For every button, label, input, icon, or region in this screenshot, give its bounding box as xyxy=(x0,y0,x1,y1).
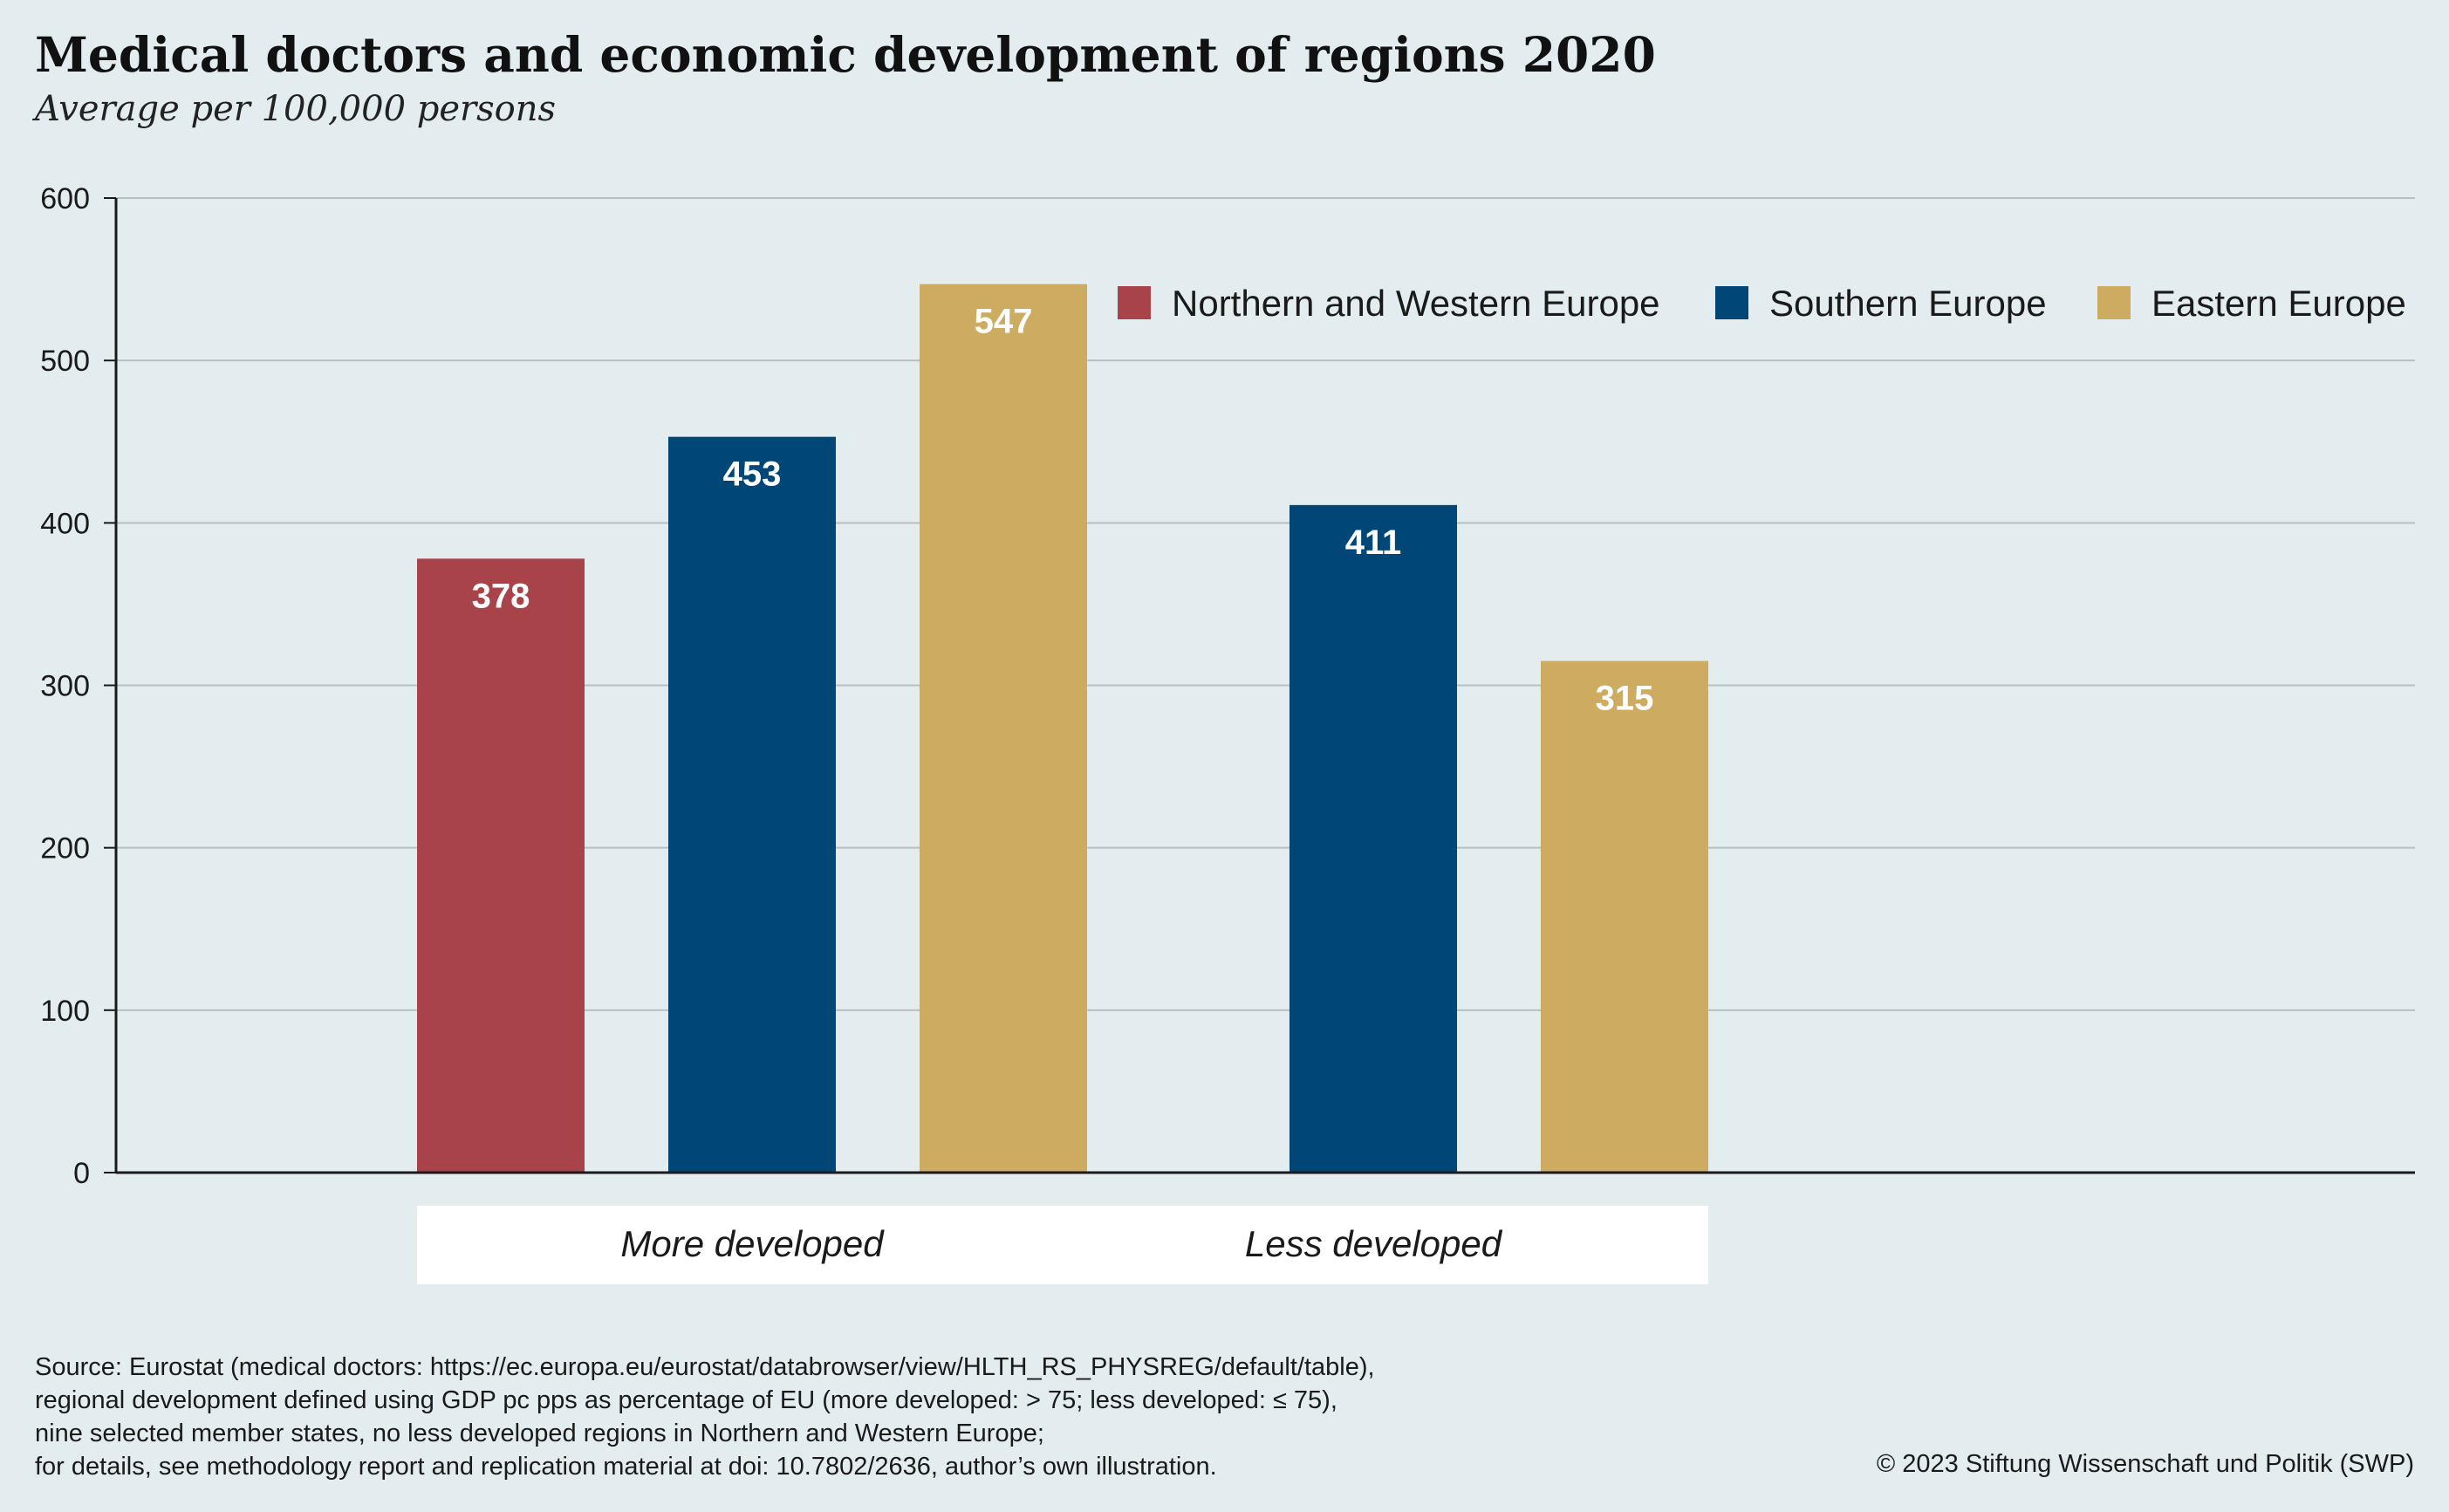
legend: Northern and Western Europe Southern Euro… xyxy=(1118,283,2406,324)
copyright: © 2023 Stiftung Wissenschaft und Politik… xyxy=(1876,1450,2414,1478)
data-label: 547 xyxy=(975,303,1033,341)
bar xyxy=(1541,660,1708,1173)
category-box xyxy=(1038,1206,1708,1284)
source-line: for details, see methodology report and … xyxy=(35,1453,1217,1481)
y-axis: 0 100 200 300 400 500 600 xyxy=(40,182,118,1190)
y-tick-label: 400 xyxy=(40,507,90,540)
data-label: 315 xyxy=(1596,680,1654,718)
bar xyxy=(417,558,585,1173)
legend-label: Southern Europe xyxy=(1769,283,2047,324)
legend-swatch xyxy=(1118,286,1151,319)
y-tick-label: 500 xyxy=(40,345,90,378)
data-label: 411 xyxy=(1345,523,1402,562)
legend-label: Eastern Europe xyxy=(2151,283,2406,324)
bar xyxy=(1289,504,1457,1173)
x-category-label: More developed xyxy=(620,1223,885,1264)
source-line: nine selected member states, no less dev… xyxy=(35,1420,1044,1447)
chart-subtitle: Average per 100,000 persons xyxy=(35,89,557,129)
source-line: Source: Eurostat (medical doctors: https… xyxy=(35,1353,1375,1381)
source-note: Source: Eurostat (medical doctors: https… xyxy=(35,1351,1375,1483)
data-label: 378 xyxy=(472,577,530,615)
bar xyxy=(920,284,1087,1173)
x-category-label: Less developed xyxy=(1245,1223,1503,1264)
source-line: regional development defined using GDP p… xyxy=(35,1386,1337,1414)
legend-label: Northern and Western Europe xyxy=(1172,283,1660,324)
x-axis: More developed Less developed xyxy=(116,1171,2415,1284)
bars: 378 453 547 411 315 xyxy=(417,284,1708,1173)
y-tick-label: 0 xyxy=(73,1157,90,1190)
legend-swatch xyxy=(1715,286,1748,319)
y-tick-label: 300 xyxy=(40,670,90,703)
legend-swatch xyxy=(2097,286,2131,319)
category-box xyxy=(417,1206,1087,1284)
bar xyxy=(668,436,836,1173)
y-tick-label: 600 xyxy=(40,182,90,216)
y-tick-label: 200 xyxy=(40,832,90,865)
data-label: 453 xyxy=(723,455,782,494)
y-tick-label: 100 xyxy=(40,995,90,1028)
chart-title: Medical doctors and economic development… xyxy=(35,26,1656,83)
